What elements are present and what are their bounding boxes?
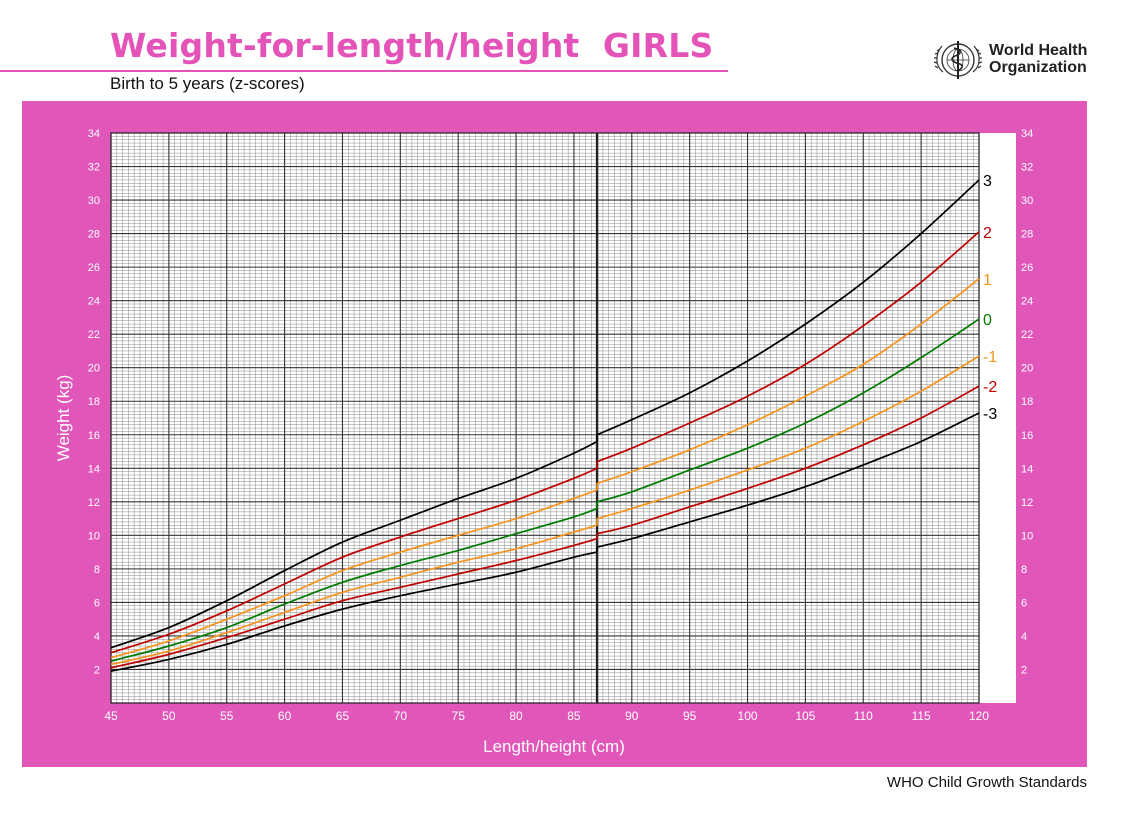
zscore-label-2: 2 [983, 225, 992, 242]
who-name-line2: Organization [989, 59, 1087, 76]
x-tick-label: 55 [220, 709, 234, 723]
y-tick-label-right: 26 [1021, 262, 1033, 274]
y-tick-label-left: 12 [88, 497, 100, 509]
y-tick-label-right: 20 [1021, 363, 1033, 375]
zscore-line-minus3-length [110, 551, 598, 672]
who-name-line1: World Health [989, 42, 1088, 59]
zscore-label-minus1: -1 [983, 349, 997, 366]
zscore-line-minus1-length [110, 524, 598, 666]
y-tick-label-left: 4 [94, 631, 100, 643]
y-tick-label-right: 32 [1021, 162, 1033, 174]
x-tick-label: 105 [795, 709, 815, 723]
y-tick-label-right: 2 [1021, 664, 1027, 676]
x-tick-label: 110 [854, 709, 873, 723]
y-tick-label-right: 28 [1021, 229, 1033, 241]
zscore-line-1-length [110, 489, 598, 659]
y-tick-label-left: 22 [88, 329, 100, 341]
x-tick-label: 65 [336, 709, 350, 723]
footer-source: WHO Child Growth Standards [886, 774, 1087, 791]
zscore-line-minus3-height [596, 412, 980, 548]
zscore-line-0-height [596, 318, 980, 503]
y-tick-label-right: 14 [1021, 463, 1033, 475]
zscore-label-minus3: -3 [983, 406, 997, 423]
x-tick-label: 100 [738, 709, 758, 723]
x-tick-label: 60 [278, 709, 292, 723]
y-tick-label-left: 6 [94, 597, 100, 609]
y-tick-label-left: 16 [88, 430, 100, 442]
chart-title: Weight-for-length/height GIRLS [110, 26, 714, 65]
zscore-label-0: 0 [983, 312, 992, 329]
x-tick-label: 75 [452, 709, 466, 723]
y-tick-label-right: 6 [1021, 597, 1027, 609]
y-tick-label-right: 24 [1021, 296, 1033, 308]
zscore-line-0-length [110, 507, 598, 662]
x-tick-label: 85 [567, 709, 581, 723]
y-tick-label-left: 2 [94, 664, 100, 676]
y-tick-label-right: 34 [1021, 128, 1033, 140]
y-tick-label-left: 34 [88, 128, 100, 140]
y-tick-label-left: 24 [88, 296, 100, 308]
y-tick-label-right: 16 [1021, 430, 1033, 442]
y-tick-label-left: 14 [88, 463, 100, 475]
zscore-line-minus2-length [110, 537, 598, 669]
y-tick-label-left: 26 [88, 262, 100, 274]
x-tick-label: 90 [625, 709, 639, 723]
x-tick-label: 45 [104, 709, 118, 723]
zscore-label-1: 1 [983, 272, 992, 289]
x-axis-title: Length/height (cm) [483, 737, 625, 756]
z-label-column [979, 133, 1016, 703]
y-tick-label-right: 22 [1021, 329, 1033, 341]
y-tick-label-left: 8 [94, 564, 100, 576]
x-tick-label: 115 [912, 709, 931, 723]
zscore-label-3: 3 [983, 173, 992, 190]
zscore-label-minus2: -2 [983, 379, 997, 396]
chart-panel: 45 50 55 60 65 70 75 80 85 90 95 100 105 110 115 120 2 2 4… [22, 101, 1087, 767]
x-tick-label: 80 [509, 709, 523, 723]
y-tick-label-right: 12 [1021, 497, 1033, 509]
x-tick-label: 50 [162, 709, 176, 723]
y-tick-label-left: 28 [88, 229, 100, 241]
zscore-line-minus1-height [596, 355, 980, 520]
y-tick-label-right: 30 [1021, 195, 1033, 207]
who-organization-name: World Health Organization [989, 42, 1087, 76]
zscore-line-1-height [596, 278, 980, 485]
y-axis-title: Weight (kg) [54, 375, 73, 462]
zscore-line-3-length [110, 440, 598, 649]
y-tick-label-left: 20 [88, 363, 100, 375]
title-underline [0, 70, 728, 72]
x-tick-label: 120 [969, 709, 989, 723]
y-tick-label-right: 10 [1021, 530, 1033, 542]
plot-frame [110, 132, 980, 704]
y-tick-label-left: 10 [88, 530, 100, 542]
grid-minor [111, 133, 979, 703]
x-tick-label: 95 [683, 709, 697, 723]
zscore-line-3-height [596, 179, 980, 436]
zscore-line-2-length [110, 467, 598, 654]
y-tick-label-right: 4 [1021, 631, 1027, 643]
zscore-line-minus2-height [596, 385, 980, 535]
who-emblem-icon [933, 41, 983, 79]
zscore-line-2-height [596, 231, 980, 463]
chart-subtitle: Birth to 5 years (z-scores) [110, 74, 305, 93]
y-tick-label-left: 30 [88, 195, 100, 207]
y-tick-label-left: 32 [88, 162, 100, 174]
y-tick-label-right: 18 [1021, 396, 1033, 408]
x-tick-label: 70 [394, 709, 408, 723]
y-tick-label-right: 8 [1021, 564, 1027, 576]
y-tick-label-left: 18 [88, 396, 100, 408]
